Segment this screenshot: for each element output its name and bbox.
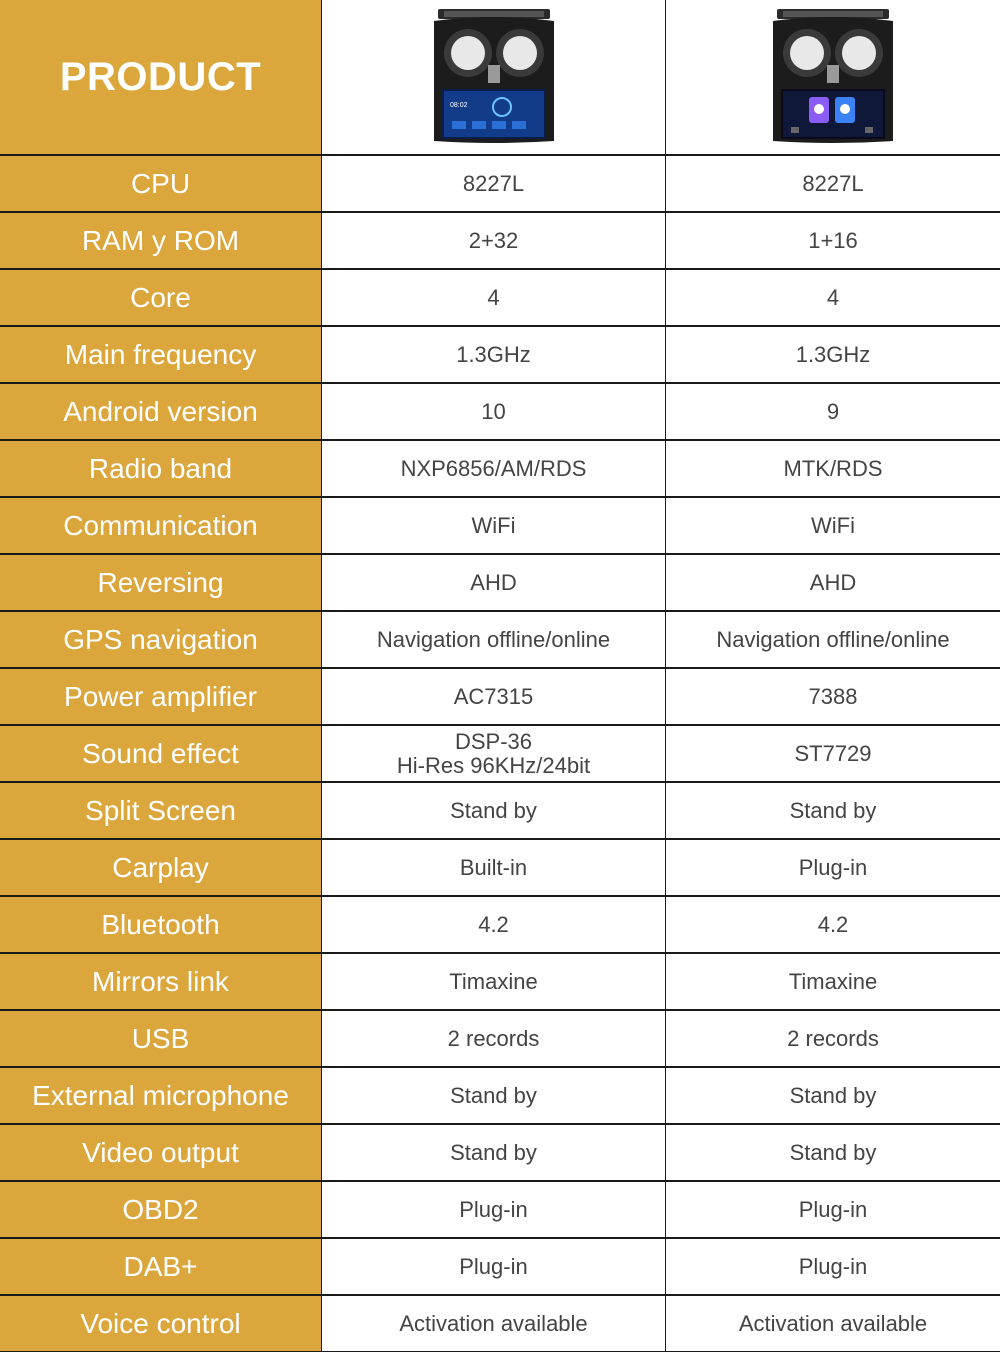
spec-label: External microphone (0, 1068, 321, 1123)
spec-value-product-1: 4 (322, 270, 665, 325)
product-header-label: PRODUCT (0, 0, 321, 154)
spec-value-product-1: Stand by (322, 1125, 665, 1180)
spec-label: Radio band (0, 441, 321, 496)
spec-value-product-2: 4.2 (666, 897, 1000, 952)
spec-label: Communication (0, 498, 321, 553)
spec-value-product-2: 9 (666, 384, 1000, 439)
spec-value-product-1: Plug-in (322, 1182, 665, 1237)
screen-clock: 08:02 (450, 102, 468, 109)
spec-value-product-1: WiFi (322, 498, 665, 553)
spec-value-product-2: 4 (666, 270, 1000, 325)
spec-value-product-2: Stand by (666, 1125, 1000, 1180)
spec-value-product-2: MTK/RDS (666, 441, 1000, 496)
spec-label: DAB+ (0, 1239, 321, 1294)
product-image-2 (666, 0, 1000, 154)
spec-value-product-2: Plug-in (666, 1182, 1000, 1237)
spec-value-product-1: 1.3GHz (322, 327, 665, 382)
spec-value-product-2: Plug-in (666, 840, 1000, 895)
spec-label: USB (0, 1011, 321, 1066)
spec-label: OBD2 (0, 1182, 321, 1237)
spec-value-product-1: Timaxine (322, 954, 665, 1009)
spec-value-product-2: 1.3GHz (666, 327, 1000, 382)
product-image-1: 08:02 (322, 0, 665, 154)
spec-value-product-1: DSP-36 Hi-Res 96KHz/24bit (322, 726, 665, 781)
spec-label: Bluetooth (0, 897, 321, 952)
spec-value-product-2: 2 records (666, 1011, 1000, 1066)
car-radio-unit-icon (773, 9, 893, 143)
spec-label: Reversing (0, 555, 321, 610)
spec-label: CPU (0, 156, 321, 211)
spec-label: Core (0, 270, 321, 325)
spec-value-product-2: Activation available (666, 1296, 1000, 1351)
spec-label: Sound effect (0, 726, 321, 781)
spec-value-product-2: AHD (666, 555, 1000, 610)
car-radio-unit-icon: 08:02 (433, 9, 554, 143)
spec-value-product-1: 2 records (322, 1011, 665, 1066)
spec-value-product-1: Plug-in (322, 1239, 665, 1294)
spec-value-product-1: Activation available (322, 1296, 665, 1351)
spec-value-product-1: 4.2 (322, 897, 665, 952)
spec-value-product-1: AHD (322, 555, 665, 610)
spec-label: Voice control (0, 1296, 321, 1351)
spec-value-product-1: Built-in (322, 840, 665, 895)
spec-value-product-1: 8227L (322, 156, 665, 211)
spec-value-product-2: Timaxine (666, 954, 1000, 1009)
spec-value-product-2: ST7729 (666, 726, 1000, 781)
spec-value-product-2: Stand by (666, 1068, 1000, 1123)
spec-value-product-2: WiFi (666, 498, 1000, 553)
spec-value-product-2: Navigation offline/online (666, 612, 1000, 667)
spec-label: RAM y ROM (0, 213, 321, 268)
spec-label: Mirrors link (0, 954, 321, 1009)
spec-value-product-1: 2+32 (322, 213, 665, 268)
spec-value-product-1: Stand by (322, 1068, 665, 1123)
spec-label: Main frequency (0, 327, 321, 382)
spec-label: Android version (0, 384, 321, 439)
spec-value-product-2: 1+16 (666, 213, 1000, 268)
spec-value-product-2: Stand by (666, 783, 1000, 838)
spec-label: Video output (0, 1125, 321, 1180)
spec-label: GPS navigation (0, 612, 321, 667)
spec-value-product-1: 10 (322, 384, 665, 439)
spec-value-product-1: AC7315 (322, 669, 665, 724)
spec-label: Power amplifier (0, 669, 321, 724)
spec-label: Split Screen (0, 783, 321, 838)
spec-value-product-1: NXP6856/AM/RDS (322, 441, 665, 496)
spec-value-product-2: Plug-in (666, 1239, 1000, 1294)
spec-label: Carplay (0, 840, 321, 895)
spec-value-product-1: Navigation offline/online (322, 612, 665, 667)
spec-value-product-2: 7388 (666, 669, 1000, 724)
spec-value-product-2: 8227L (666, 156, 1000, 211)
spec-value-product-1: Stand by (322, 783, 665, 838)
